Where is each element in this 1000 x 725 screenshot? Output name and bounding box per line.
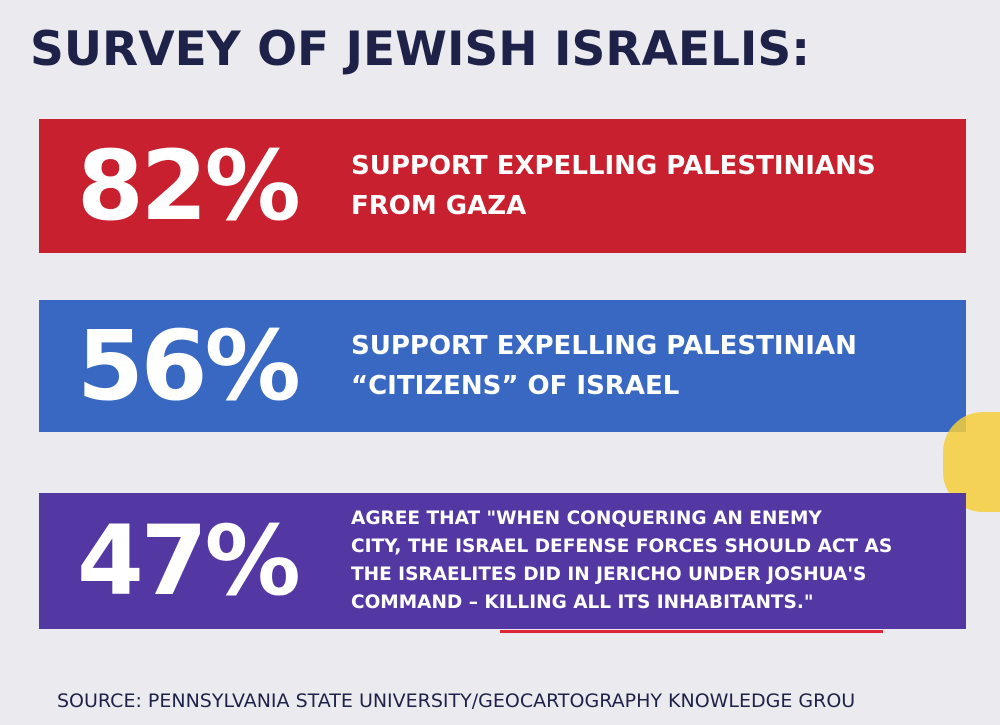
stat-percent: 82% <box>77 130 301 242</box>
page-title: SURVEY OF JEWISH ISRAELIS: <box>30 22 811 77</box>
stat-description-container: SUPPORT EXPELLING PALESTINIAN “CITIZENS”… <box>351 300 951 432</box>
stat-description-container: SUPPORT EXPELLING PALESTINIANS FROM GAZA <box>351 119 951 253</box>
emphasis-underline <box>500 630 883 633</box>
stat-description-container: AGREE THAT "WHEN CONQUERING AN ENEMY CIT… <box>351 493 951 629</box>
stat-card-expel-citizens: 56% SUPPORT EXPELLING PALESTINIAN “CITIZ… <box>39 300 966 432</box>
stat-description: AGREE THAT "WHEN CONQUERING AN ENEMY CIT… <box>351 508 893 613</box>
stat-percent: 56% <box>77 310 301 422</box>
stat-percent: 47% <box>77 505 301 617</box>
stat-description: SUPPORT EXPELLING PALESTINIAN “CITIZENS”… <box>351 331 857 401</box>
stat-card-expel-gaza: 82% SUPPORT EXPELLING PALESTINIANS FROM … <box>39 119 966 253</box>
stat-card-jericho: 47% AGREE THAT "WHEN CONQUERING AN ENEMY… <box>39 493 966 629</box>
source-note: SOURCE: PENNSYLVANIA STATE UNIVERSITY/GE… <box>57 690 856 712</box>
stat-description: SUPPORT EXPELLING PALESTINIANS FROM GAZA <box>351 151 876 221</box>
